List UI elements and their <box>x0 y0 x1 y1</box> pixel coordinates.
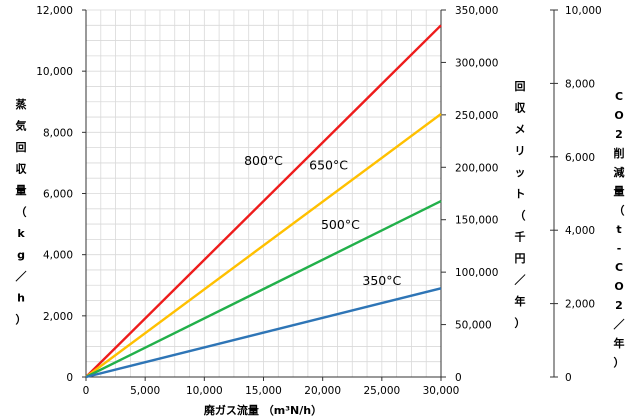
axis-label-char: C <box>615 261 623 274</box>
y-tick-label: 6,000 <box>43 189 73 201</box>
axis-label-char: ッ <box>515 166 526 179</box>
axis-label-char: 蒸 <box>16 97 27 111</box>
y-tick-label: 4,000 <box>43 250 73 262</box>
gridlines <box>85 9 442 378</box>
series-label: 350°C <box>362 273 401 288</box>
axis-label-char: 回 <box>16 140 27 154</box>
y-tick-label: 8,000 <box>43 127 73 139</box>
series-lines <box>85 24 442 379</box>
x-tick-label: 30,000 <box>423 385 460 397</box>
y-right2-tick-label: 0 <box>565 372 572 384</box>
axis-label-char: 年 <box>515 294 526 308</box>
y-right2-tick-label: 8,000 <box>565 78 595 90</box>
x-tick-label: 15,000 <box>245 385 282 397</box>
axis-label-char: 量 <box>16 184 27 197</box>
y-right1-tick-label: 50,000 <box>455 320 492 332</box>
y-right1-tick-label: 0 <box>455 372 462 384</box>
axis-label-char: 千 <box>515 230 526 244</box>
y-right1-tick-label: 100,000 <box>455 267 498 279</box>
y-right2-tick-label: 10,000 <box>565 5 602 17</box>
axis-label-char: g <box>17 249 25 262</box>
axis-label-char: - <box>617 242 622 255</box>
axis-label-char: ） <box>16 313 27 326</box>
axis-label-char: 気 <box>16 119 27 133</box>
x-tick-label: 10,000 <box>186 385 223 397</box>
axis-label-char: t <box>616 223 621 236</box>
axis-label-char: O <box>614 109 623 122</box>
y-tick-label: 10,000 <box>36 66 73 78</box>
x-axis-label: 廃ガス流量 （m³N/h） <box>204 403 322 417</box>
axis-label-char: 収 <box>515 102 527 115</box>
axis-label-char: 年 <box>614 336 625 350</box>
y-tick-label: 0 <box>66 372 73 384</box>
axis-label-char: ト <box>515 188 526 201</box>
axis-labels: 蒸気回収量（kg／h）回収メリット（千円／年）CO2削減量（t-CO2／年）廃ガ… <box>16 79 625 417</box>
axis-label-char: メ <box>515 123 526 136</box>
series-line <box>85 113 442 378</box>
axis-label-char: （ <box>614 204 625 217</box>
axis-label-char: h <box>17 292 25 305</box>
axis-label-char: 減 <box>614 165 625 179</box>
x-tick-label: 20,000 <box>304 385 341 397</box>
axis-label-char: 回 <box>515 79 526 93</box>
axis-label-char: 収 <box>16 163 28 176</box>
y-right1-tick-label: 250,000 <box>455 110 498 122</box>
axis-label-char: ／ <box>614 318 625 331</box>
axis-label-char: O <box>614 280 623 293</box>
axes <box>82 9 558 381</box>
series-line <box>85 24 442 378</box>
axis-label-char: C <box>615 90 623 103</box>
y-right2-tick-label: 6,000 <box>565 152 595 164</box>
series-labels: 800°C 650°C 500°C 350°C <box>244 153 401 288</box>
axis-label-char: 2 <box>615 128 623 141</box>
axis-label-char: 削 <box>614 146 625 160</box>
y-right1-tick-label: 350,000 <box>455 5 498 17</box>
axis-label-char: リ <box>515 145 526 158</box>
axis-label-char: 円 <box>515 252 526 265</box>
y-right2-tick-label: 4,000 <box>565 225 595 237</box>
y-tick-label: 2,000 <box>43 311 73 323</box>
axis-label-char: ） <box>515 317 526 330</box>
series-label: 650°C <box>309 157 348 172</box>
y-right1-tick-label: 200,000 <box>455 162 498 174</box>
series-label: 500°C <box>321 217 360 232</box>
axis-label-char: k <box>17 227 25 240</box>
x-tick-label: 0 <box>83 385 90 397</box>
axis-label-char: （ <box>16 206 27 219</box>
tick-labels: 0 5,000 10,000 15,000 20,000 25,000 30,00002,0… <box>36 5 602 397</box>
x-tick-label: 25,000 <box>363 385 400 397</box>
axis-label-char: 量 <box>614 185 625 198</box>
axis-label-char: （ <box>515 209 526 222</box>
axis-label-char: 2 <box>615 299 623 312</box>
series-line <box>85 200 442 379</box>
y-right2-tick-label: 2,000 <box>565 299 595 311</box>
axis-label-char: ） <box>614 356 625 369</box>
y-right1-tick-label: 300,000 <box>455 57 498 69</box>
x-tick-label: 5,000 <box>130 385 160 397</box>
series-line <box>85 287 442 379</box>
y-tick-label: 12,000 <box>36 5 73 17</box>
axis-label-char: ／ <box>16 270 27 283</box>
y-right1-tick-label: 150,000 <box>455 215 498 227</box>
series-label: 800°C <box>244 153 283 168</box>
axis-label-char: ／ <box>515 274 526 287</box>
